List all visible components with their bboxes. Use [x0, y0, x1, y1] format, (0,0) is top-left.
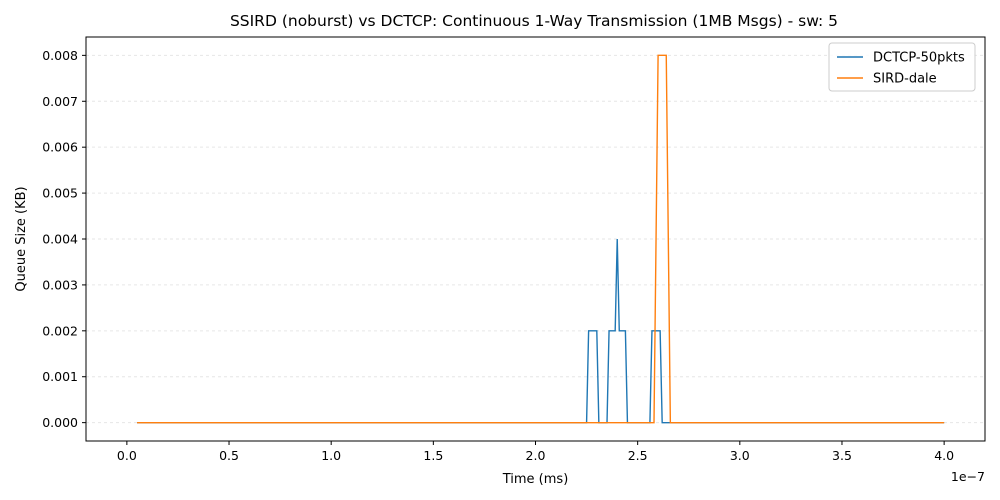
- x-axis-label: Time (ms): [502, 472, 569, 487]
- y-tick-label: 0.001: [42, 369, 78, 384]
- plot-lines: [137, 54, 945, 424]
- y-tick-label: 0.004: [42, 232, 78, 247]
- legend: DCTCP-50pkts SIRD-dale: [828, 42, 976, 92]
- x-tick-label: 1.5: [423, 448, 443, 463]
- x-tick-label: 0.0: [117, 448, 137, 463]
- x-tick-label: 2.5: [628, 448, 648, 463]
- legend-entry-0: DCTCP-50pkts: [873, 51, 965, 66]
- x-tick-label: 4.0: [934, 448, 954, 463]
- y-tick-label: 0.008: [42, 48, 78, 63]
- y-axis-label: Queue Size (KB): [14, 186, 29, 291]
- y-tick-label: 0.003: [42, 277, 78, 292]
- y-tick-label: 0.007: [42, 94, 78, 109]
- x-tick-label: 3.5: [832, 448, 852, 463]
- y-tick-label: 0.006: [42, 140, 78, 155]
- legend-box: [828, 42, 976, 92]
- legend-entry-1: SIRD-dale: [873, 72, 937, 87]
- y-tick-label: 0.000: [42, 415, 78, 430]
- x-tick-label: 1.0: [321, 448, 341, 463]
- x-tick-label: 3.0: [730, 448, 750, 463]
- x-axis-offset-label: 1e−7: [951, 469, 985, 484]
- series-line-1: [137, 54, 945, 424]
- x-tick-label: 0.5: [219, 448, 239, 463]
- y-axis: 0.000 0.001 0.002 0.003 0.004 0.005 0.006 0.007…: [42, 48, 86, 430]
- x-tick-label: 2.0: [526, 448, 546, 463]
- y-tick-label: 0.005: [42, 186, 78, 201]
- chart-title: SSIRD (noburst) vs DCTCP: Continuous 1-W…: [230, 12, 838, 30]
- x-axis: 0.0 0.5 1.0 1.5 2.0 2.5 3.0 3.5 4.0: [117, 441, 954, 463]
- series-line-0: [137, 238, 945, 424]
- y-tick-label: 0.002: [42, 323, 78, 338]
